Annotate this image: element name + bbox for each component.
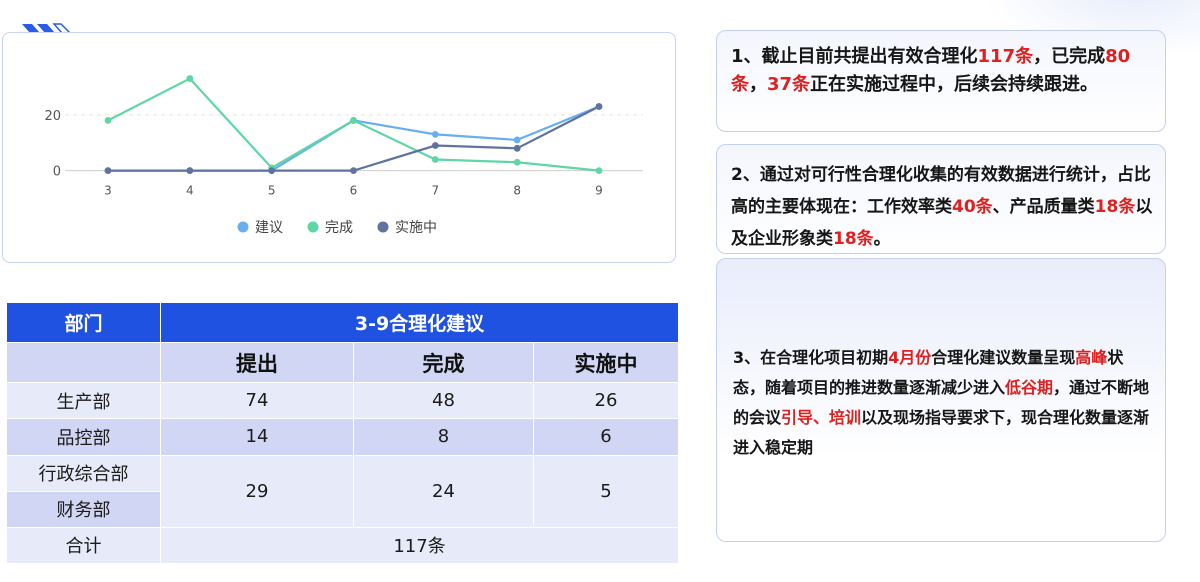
y-tick-label: 0 <box>53 165 61 180</box>
value-cell: 6 <box>532 418 680 456</box>
line-chart-card: 0 20 3 4 5 6 7 8 9 建议 完成 实施中 <box>2 32 676 263</box>
x-tick-label: 4 <box>186 184 194 198</box>
data-point <box>431 130 439 138</box>
legend-label: 建议 <box>255 220 283 236</box>
value-cell: 74 <box>160 382 354 420</box>
table-row: 行政综合部 29 24 5 <box>6 454 680 528</box>
line-chart: 0 20 3 4 5 6 7 8 9 建议 完成 实施中 <box>44 75 643 236</box>
table-row: 财务部 <box>6 490 679 528</box>
series-line <box>108 105 600 172</box>
header-dept: 部门 <box>6 301 161 344</box>
data-point <box>431 156 439 163</box>
data-point <box>104 167 112 175</box>
legend-label: 完成 <box>325 220 353 236</box>
note-text: 3、在合理化项目初期4月份合理化建议数量呈现高峰状态，随着项目的推进数量逐渐减少… <box>733 348 1150 457</box>
data-point <box>431 142 439 149</box>
value-cell: 5 <box>532 454 680 528</box>
dept-cell: 生产部 <box>6 382 161 420</box>
x-tick-label: 5 <box>268 184 276 198</box>
value-cell: 14 <box>160 418 354 456</box>
data-point <box>104 117 112 124</box>
data-point <box>595 103 603 110</box>
y-tick-label: 20 <box>44 109 61 124</box>
dept-cell: 行政综合部 <box>6 454 161 492</box>
legend-marker <box>377 221 389 233</box>
subheader-completed: 完成 <box>353 342 534 384</box>
value-cell: 26 <box>532 382 680 420</box>
dept-cell: 财务部 <box>6 490 161 528</box>
legend-marker <box>307 221 319 233</box>
x-tick-label: 9 <box>595 184 603 198</box>
note-text: 2、通过对可行性合理化收集的有效数据进行统计，占比高的主要体现在：工作效率类40… <box>731 165 1153 249</box>
data-point <box>350 117 357 124</box>
note-text: 1、截止目前共提出有效合理化117条，已完成80条，37条正在实施过程中，后续会… <box>731 46 1131 95</box>
data-point <box>513 144 521 152</box>
series-line <box>108 105 600 172</box>
series-line <box>107 77 600 172</box>
data-point <box>513 158 521 166</box>
suggestion-table: 部门 3-9合理化建议 提出 完成 实施中 生产部 74 48 26 品控部 1… <box>6 301 680 565</box>
data-point <box>268 167 276 175</box>
summary-note-1: 1、截止目前共提出有效合理化117条，已完成80条，37条正在实施过程中，后续会… <box>716 30 1166 132</box>
header-title: 3-9合理化建议 <box>159 301 680 344</box>
dept-cell: 品控部 <box>6 418 161 456</box>
subheader-proposed: 提出 <box>160 342 354 384</box>
legend-marker <box>237 221 249 233</box>
total-label: 合计 <box>6 526 161 565</box>
subheader-empty <box>6 342 161 384</box>
table-row: 生产部 74 48 26 <box>6 382 680 420</box>
x-tick-label: 6 <box>350 184 358 198</box>
value-cell: 8 <box>353 418 534 456</box>
x-tick-label: 8 <box>513 184 521 198</box>
data-point <box>513 136 521 144</box>
total-row: 合计 117条 <box>6 526 680 565</box>
x-tick-label: 3 <box>104 184 112 198</box>
value-cell: 24 <box>353 454 534 528</box>
data-point <box>186 75 194 82</box>
subheader-in-progress: 实施中 <box>532 342 680 384</box>
data-point <box>186 167 194 175</box>
value-cell: 29 <box>160 454 354 528</box>
data-point <box>595 167 603 175</box>
total-value: 117条 <box>159 526 680 565</box>
x-tick-label: 7 <box>432 184 440 198</box>
legend-label: 实施中 <box>395 220 437 236</box>
summary-note-3: 3、在合理化项目初期4月份合理化建议数量呈现高峰状态，随着项目的推进数量逐渐减少… <box>716 258 1166 542</box>
table-row: 品控部 14 8 6 <box>6 418 680 456</box>
data-point <box>350 167 357 175</box>
value-cell: 48 <box>353 382 534 420</box>
summary-note-2: 2、通过对可行性合理化收集的有效数据进行统计，占比高的主要体现在：工作效率类40… <box>716 144 1166 254</box>
